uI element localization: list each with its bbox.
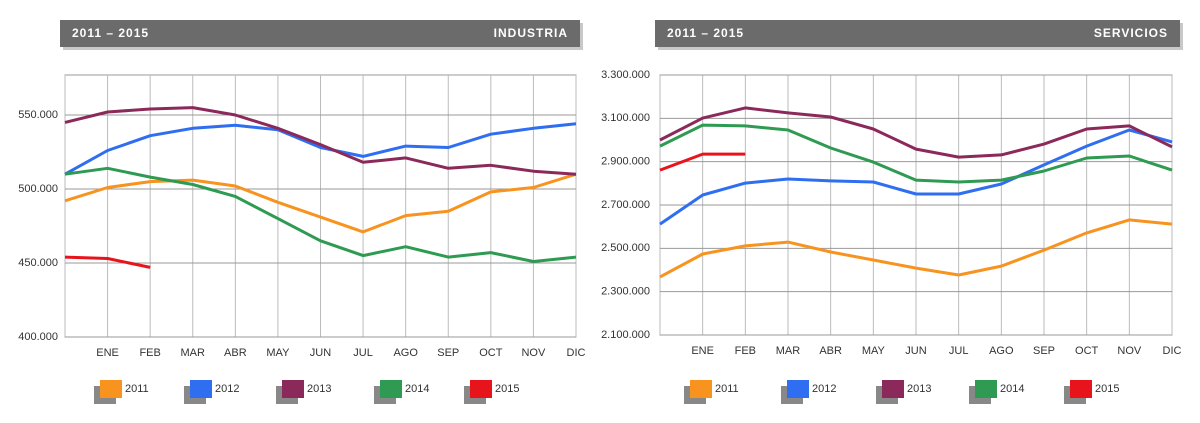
x-tick-label: JUN	[310, 347, 331, 359]
y-tick-label: 550.000	[18, 109, 58, 121]
series-line	[64, 106, 577, 176]
legend-label: 2015	[1095, 383, 1119, 395]
legend-swatch	[190, 380, 212, 398]
legend-swatch	[470, 380, 492, 398]
x-tick-label: OCT	[1075, 345, 1099, 357]
x-tick-label: ABR	[819, 345, 842, 357]
legend-label: 2013	[307, 383, 331, 395]
y-tick-label: 2.100.000	[601, 329, 650, 341]
y-tick-label: 2.900.000	[601, 156, 650, 168]
header-title: SERVICIOS	[1094, 26, 1168, 40]
x-tick-label: FEB	[735, 345, 756, 357]
y-tick-label: 500.000	[18, 183, 58, 195]
x-tick-label: AGO	[989, 345, 1014, 357]
legend-label: 2013	[907, 383, 931, 395]
legend-swatch	[975, 380, 997, 398]
legend-swatch	[1070, 380, 1092, 398]
y-tick-label: 3.100.000	[601, 112, 650, 124]
header-bar	[655, 20, 1180, 47]
x-tick-label: ABR	[224, 347, 247, 359]
legend-swatch	[380, 380, 402, 398]
legend-swatch	[282, 380, 304, 398]
series-line	[64, 166, 577, 263]
series-line	[659, 152, 746, 172]
x-tick-label: MAY	[266, 347, 290, 359]
legend-label: 2012	[215, 383, 239, 395]
y-tick-label: 400.000	[18, 331, 58, 343]
x-tick-label: SEP	[437, 347, 459, 359]
series-line	[659, 123, 1173, 184]
legend-label: 2011	[125, 383, 149, 395]
x-tick-label: DIC	[1163, 345, 1182, 357]
legend-swatch	[882, 380, 904, 398]
x-tick-label: NOV	[521, 347, 546, 359]
header-title: INDUSTRIA	[494, 26, 568, 40]
legend-label: 2015	[495, 383, 519, 395]
y-tick-label: 2.500.000	[601, 242, 650, 254]
x-tick-label: OCT	[479, 347, 503, 359]
header-period: 2011 – 2015	[72, 26, 149, 40]
series-line	[659, 218, 1173, 279]
x-tick-label: ENE	[96, 347, 119, 359]
x-tick-label: JUL	[949, 345, 969, 357]
x-tick-label: SEP	[1033, 345, 1055, 357]
legend-swatch	[690, 380, 712, 398]
legend-label: 2014	[405, 383, 429, 395]
x-tick-label: ENE	[691, 345, 714, 357]
legend-label: 2012	[812, 383, 836, 395]
legend-label: 2011	[715, 383, 739, 395]
series-line	[64, 255, 151, 269]
header-bar	[60, 20, 580, 47]
series-line	[64, 172, 577, 234]
header-period: 2011 – 2015	[667, 26, 744, 40]
legend-swatch	[100, 380, 122, 398]
x-tick-label: MAY	[862, 345, 886, 357]
y-tick-label: 2.300.000	[601, 286, 650, 298]
y-tick-label: 2.700.000	[601, 199, 650, 211]
x-tick-label: NOV	[1117, 345, 1142, 357]
x-tick-label: JUL	[353, 347, 373, 359]
x-tick-label: MAR	[776, 345, 801, 357]
series-line	[659, 128, 1173, 226]
y-tick-label: 450.000	[18, 257, 58, 269]
x-tick-label: FEB	[139, 347, 160, 359]
x-tick-label: MAR	[181, 347, 206, 359]
legend-label: 2014	[1000, 383, 1024, 395]
series-line	[659, 106, 1173, 159]
y-tick-label: 3.300.000	[601, 69, 650, 81]
x-tick-label: JUN	[905, 345, 926, 357]
series-line	[64, 122, 577, 176]
x-tick-label: DIC	[567, 347, 586, 359]
legend-swatch	[787, 380, 809, 398]
x-tick-label: AGO	[393, 347, 418, 359]
